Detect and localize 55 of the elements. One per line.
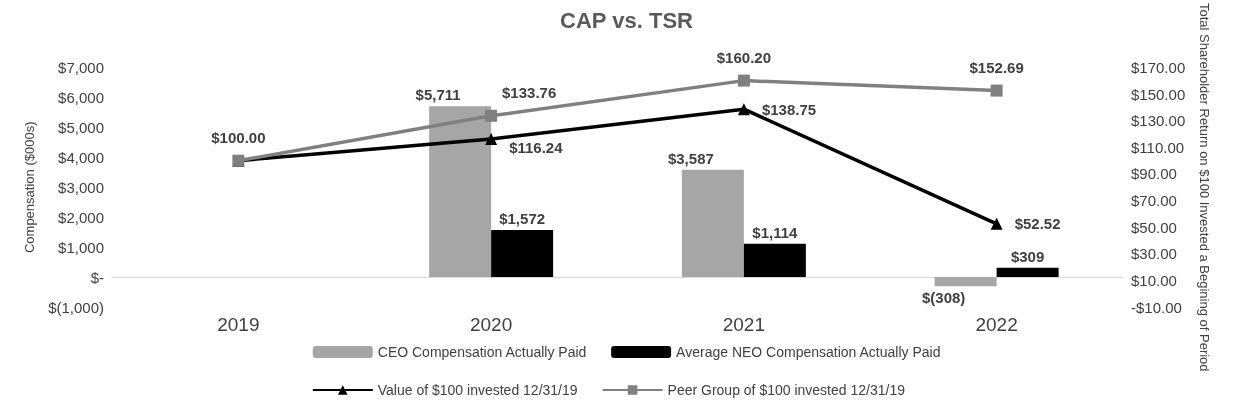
x-tick-label: 2021 bbox=[722, 314, 766, 335]
y2-tick-label: $10.00 bbox=[1131, 271, 1177, 289]
x-tick-label: 2019 bbox=[217, 314, 260, 335]
data-label: $133.76 bbox=[502, 83, 557, 101]
data-label: $152.69 bbox=[969, 58, 1024, 76]
data-label: $5,711 bbox=[415, 86, 461, 104]
bar bbox=[743, 243, 806, 278]
y2-tick-label: $30.00 bbox=[1131, 245, 1177, 263]
data-label: $309 bbox=[1010, 247, 1045, 265]
x-tick-label: 2020 bbox=[469, 314, 513, 335]
y-tick-label: $3,000 bbox=[58, 178, 104, 196]
point bbox=[990, 84, 1003, 97]
data-label: $138.75 bbox=[761, 100, 817, 118]
legend-label: Peer Group of $100 invested 12/31/19 bbox=[667, 382, 906, 398]
data-label: $1,572 bbox=[499, 210, 546, 228]
data-label: $160.20 bbox=[716, 48, 771, 66]
point bbox=[737, 103, 750, 116]
y-tick-label: $2,000 bbox=[58, 208, 104, 226]
data-label: $116.24 bbox=[509, 138, 564, 156]
data-label: $3,587 bbox=[667, 149, 714, 167]
y2-axis-title: Total Shareholder Return on $100 Invested a Begining of Period bbox=[1196, 2, 1212, 372]
y-axis-title: Compensation ($000s) bbox=[21, 121, 37, 254]
bar bbox=[491, 230, 554, 278]
point bbox=[485, 109, 498, 122]
y-tick-label: $5,000 bbox=[58, 118, 104, 136]
data-label: $(308) bbox=[921, 289, 966, 307]
x-tick-label: 2022 bbox=[975, 314, 1018, 335]
y2-tick-label: -$10.00 bbox=[1131, 298, 1182, 316]
bar bbox=[996, 267, 1059, 278]
point bbox=[737, 74, 750, 87]
y2-tick-label: $90.00 bbox=[1131, 165, 1177, 183]
legend-label: Average NEO Compensation Actually Paid bbox=[676, 344, 941, 360]
y2-tick-label: $110.00 bbox=[1131, 138, 1185, 156]
bar bbox=[681, 169, 744, 278]
legend-label: CEO Compensation Actually Paid bbox=[377, 344, 587, 360]
point bbox=[485, 133, 498, 146]
y-tick-label: $(1,000) bbox=[48, 298, 104, 316]
bar bbox=[429, 106, 492, 278]
y-tick-label: $4,000 bbox=[58, 148, 104, 166]
y-tick-label: $- bbox=[90, 268, 104, 286]
legend-label: Value of $100 invested 12/31/19 bbox=[377, 382, 578, 398]
y2-tick-label: $150.00 bbox=[1131, 85, 1186, 103]
y2-tick-label: $170.00 bbox=[1131, 59, 1186, 77]
y-tick-label: $6,000 bbox=[58, 89, 104, 107]
data-label: $52.52 bbox=[1014, 215, 1061, 233]
data-label: $100.00 bbox=[211, 128, 266, 146]
data-label: $1,114 bbox=[752, 223, 799, 241]
y-tick-label: $7,000 bbox=[58, 59, 104, 77]
y2-tick-label: $130.00 bbox=[1131, 112, 1186, 130]
y2-tick-label: $70.00 bbox=[1131, 192, 1177, 210]
bar bbox=[934, 277, 997, 287]
y2-tick-label: $50.00 bbox=[1131, 218, 1177, 236]
chart-title: CAP vs. TSR bbox=[560, 7, 694, 33]
y-tick-label: $1,000 bbox=[58, 238, 104, 256]
point bbox=[990, 217, 1003, 230]
